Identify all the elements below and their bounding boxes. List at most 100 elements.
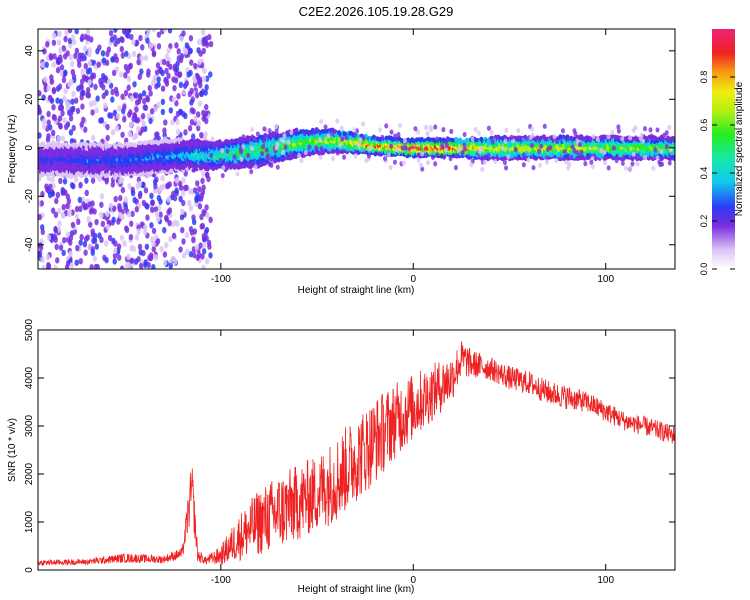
heat-cell (185, 248, 190, 256)
heat-cell (173, 258, 178, 265)
heat-cell (141, 120, 146, 128)
heat-cell (41, 123, 47, 130)
heat-cell (151, 29, 157, 33)
heat-cell (141, 199, 147, 207)
heat-cell (490, 139, 495, 145)
heat-cell (135, 117, 141, 124)
heat-cell (129, 257, 135, 264)
heat-cell (204, 84, 209, 91)
heat-cell (154, 69, 160, 76)
heat-cell (183, 48, 189, 55)
heat-cell (85, 234, 91, 241)
heat-cell (138, 262, 144, 269)
heat-cell (616, 128, 621, 134)
heat-cell (151, 240, 156, 247)
heat-cell (151, 245, 156, 253)
heat-cell (110, 56, 115, 63)
heat-cell (395, 146, 400, 153)
heat-cell (342, 154, 347, 160)
heat-cell (201, 264, 206, 269)
heat-cell (62, 95, 67, 102)
heat-cell (40, 224, 45, 231)
heat-cell (51, 39, 57, 46)
heat-cell (71, 124, 76, 132)
heat-cell (197, 186, 202, 193)
heat-cell (70, 68, 75, 76)
heat-cell (140, 126, 145, 133)
heat-cell (462, 146, 467, 152)
heat-cell (59, 69, 64, 77)
heat-cell (195, 73, 201, 81)
heat-cell (101, 57, 107, 64)
heat-cell (45, 186, 50, 193)
heat-cell (173, 77, 179, 84)
heat-cell (103, 102, 108, 109)
heat-cell (181, 199, 186, 207)
heat-cell (108, 29, 114, 37)
heat-cell (50, 207, 56, 214)
heat-cell (583, 135, 588, 141)
heat-cell (46, 85, 51, 92)
heat-cell (149, 108, 155, 115)
heat-cell (158, 66, 163, 73)
heat-cell (77, 196, 83, 204)
heat-cell (164, 214, 169, 222)
heat-cell (70, 98, 75, 105)
heat-cell (79, 78, 85, 85)
heat-cell (57, 220, 62, 227)
heat-cell (542, 123, 547, 129)
heat-cell (194, 195, 199, 202)
heat-cell (54, 243, 59, 251)
heat-cell (156, 81, 161, 88)
heat-cell (172, 63, 178, 70)
heat-cell (191, 108, 196, 115)
heat-cell (493, 158, 498, 164)
heat-cell (196, 120, 201, 127)
heat-cell (179, 35, 184, 42)
heat-cell (59, 104, 64, 112)
spectrogram-heatmap (38, 29, 675, 269)
heat-cell (401, 160, 406, 166)
heat-cell (200, 29, 206, 36)
heat-cell (58, 98, 64, 105)
heat-cell (174, 177, 180, 184)
heat-cell (317, 137, 322, 143)
heat-cell (197, 78, 203, 85)
heat-cell (392, 159, 397, 165)
heat-cell (200, 177, 205, 185)
heat-cell (99, 117, 105, 124)
heat-cell (202, 67, 207, 74)
heat-cell (200, 170, 206, 177)
heat-cell (87, 60, 92, 67)
heat-cell (466, 154, 471, 160)
heat-cell (606, 134, 611, 140)
heat-cell (195, 111, 201, 118)
heat-cell (241, 134, 246, 140)
heat-cell (99, 201, 104, 208)
heat-cell (38, 200, 41, 207)
heat-cell (64, 29, 69, 37)
heat-cell (136, 228, 141, 235)
heat-cell (119, 71, 124, 78)
heat-cell (113, 195, 118, 203)
heat-cell (208, 71, 213, 78)
heat-cell (61, 76, 67, 84)
heat-cell (93, 83, 98, 91)
heat-cell (106, 78, 112, 85)
heat-cell (175, 128, 181, 136)
heat-cell (486, 125, 491, 131)
heat-cell (159, 245, 164, 253)
heat-cell (162, 251, 168, 258)
heat-cell (117, 254, 122, 261)
heat-cell (80, 33, 85, 41)
heat-cell (123, 196, 128, 203)
heat-cell (161, 58, 167, 66)
heat-cell (181, 190, 186, 197)
heat-cell (68, 53, 74, 61)
heat-cell (67, 210, 72, 218)
heat-cell (80, 103, 85, 110)
heat-cell (68, 250, 73, 258)
heat-cell (146, 29, 152, 35)
heat-cell (579, 149, 584, 155)
heat-cell (55, 257, 60, 264)
